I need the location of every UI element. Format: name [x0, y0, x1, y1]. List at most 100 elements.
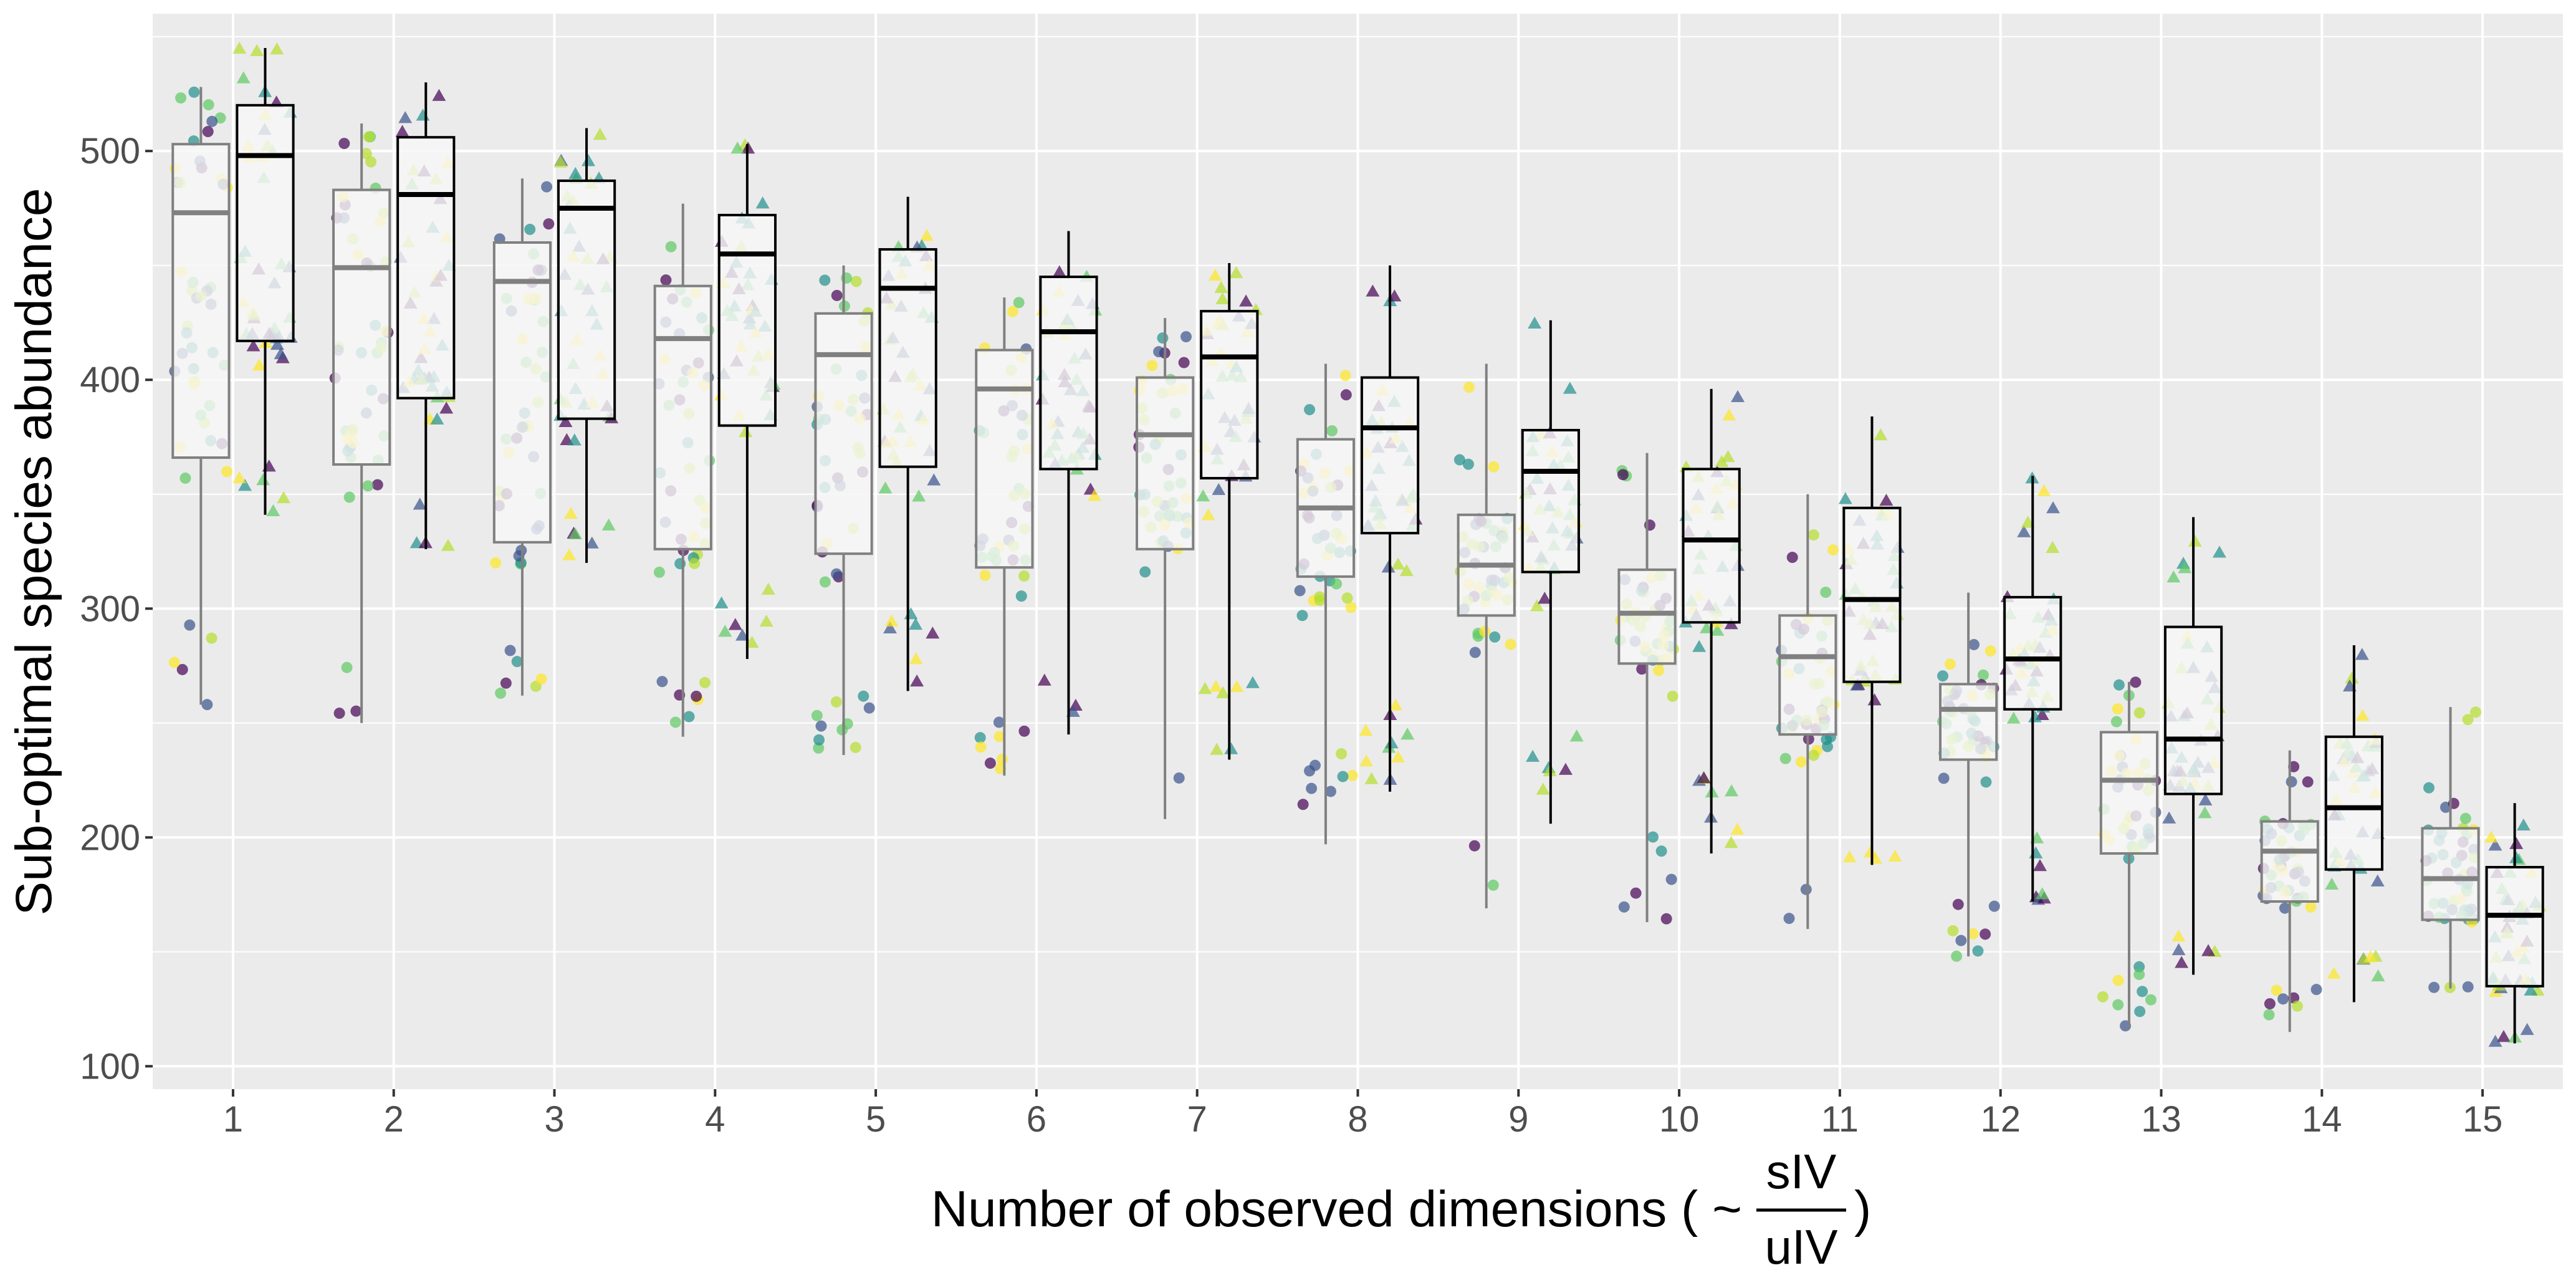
- data-point-circle: [176, 663, 188, 675]
- data-point-triangle: [2488, 1034, 2502, 1047]
- data-point-triangle: [1399, 564, 1414, 577]
- y-tick-label: 200: [80, 817, 140, 858]
- data-point-circle: [1463, 382, 1475, 393]
- data-point-circle: [1808, 529, 1819, 541]
- data-point-triangle: [439, 401, 454, 414]
- data-point-circle: [1336, 748, 1348, 760]
- data-point-circle: [221, 466, 232, 478]
- data-point-circle: [360, 148, 372, 160]
- data-point-triangle: [441, 539, 455, 551]
- box-iqr: [2260, 820, 2319, 903]
- data-point-circle: [819, 274, 831, 286]
- box-plots: [171, 48, 2544, 1044]
- data-point-circle: [1985, 645, 1996, 657]
- data-point-triangle: [2484, 830, 2498, 843]
- data-point-triangle: [2033, 859, 2047, 872]
- data-point-triangle: [2035, 887, 2049, 900]
- data-point-circle: [1786, 552, 1798, 564]
- data-point-circle: [831, 289, 843, 301]
- data-point-triangle: [2516, 818, 2531, 831]
- data-point-circle: [1304, 404, 1316, 416]
- x-tick-label: 9: [1508, 1099, 1528, 1140]
- data-point-circle: [1341, 592, 1353, 604]
- data-point-triangle: [927, 473, 941, 486]
- data-point-triangle: [236, 71, 251, 84]
- data-point-circle: [2291, 1000, 2303, 1012]
- data-point-triangle: [274, 347, 288, 360]
- data-point-triangle: [582, 154, 596, 166]
- data-point-triangle: [1725, 784, 1739, 797]
- data-point-circle: [2112, 999, 2124, 1011]
- data-point-triangle: [1201, 508, 1215, 521]
- data-point-triangle: [1700, 621, 1714, 633]
- data-point-circle: [1660, 913, 1672, 925]
- box-iqr: [2163, 625, 2223, 795]
- x-tick-label: 3: [544, 1099, 564, 1140]
- box-iqr: [975, 348, 1034, 569]
- data-point-triangle: [563, 506, 578, 519]
- data-point-circle: [490, 557, 502, 569]
- data-point-circle: [201, 699, 213, 711]
- data-point-triangle: [270, 337, 284, 350]
- data-point-triangle: [1389, 698, 1403, 711]
- data-point-circle: [1173, 772, 1185, 784]
- data-point-triangle: [562, 548, 577, 560]
- data-point-circle: [1955, 935, 1967, 946]
- data-point-circle: [656, 676, 668, 688]
- data-point-circle: [1947, 925, 1959, 936]
- data-point-triangle: [909, 651, 923, 665]
- box-iqr: [1842, 506, 1902, 683]
- data-point-circle: [1306, 782, 1318, 794]
- box-iqr: [1682, 468, 1741, 624]
- data-point-circle: [1013, 297, 1025, 309]
- data-point-triangle: [1528, 316, 1542, 329]
- data-point-circle: [2459, 812, 2471, 824]
- data-point-circle: [1617, 469, 1629, 481]
- data-point-triangle: [745, 635, 759, 648]
- data-point-circle: [1337, 771, 1349, 782]
- data-point-circle: [2462, 981, 2474, 992]
- data-point-circle: [975, 741, 987, 753]
- data-point-triangle: [2046, 541, 2060, 553]
- data-point-triangle: [1558, 762, 1573, 775]
- data-point-triangle: [2006, 711, 2021, 724]
- y-tick-label: 300: [80, 589, 140, 629]
- data-point-triangle: [567, 433, 582, 446]
- data-point-circle: [974, 732, 986, 744]
- data-point-triangle: [878, 481, 893, 494]
- data-point-circle: [1972, 945, 1984, 957]
- data-point-triangle: [1359, 724, 1373, 736]
- x-axis-title: Number of observed dimensions ( ~: [931, 1181, 1742, 1238]
- data-point-circle: [1153, 346, 1165, 358]
- data-point-circle: [979, 569, 991, 581]
- data-point-circle: [689, 557, 701, 569]
- box-iqr: [717, 213, 777, 427]
- data-point-triangle: [1710, 623, 1725, 636]
- data-point-triangle: [601, 518, 616, 531]
- data-point-circle: [1314, 594, 1326, 606]
- data-point-circle: [2133, 969, 2145, 981]
- box-iqr: [236, 103, 295, 342]
- data-point-circle: [1339, 370, 1351, 382]
- data-point-circle: [984, 757, 996, 769]
- data-point-circle: [2264, 998, 2276, 1010]
- box-iqr: [396, 136, 456, 400]
- data-point-circle: [2423, 782, 2435, 794]
- box-iqr: [332, 188, 391, 466]
- data-point-triangle: [1692, 640, 1707, 652]
- data-point-triangle: [1838, 492, 1852, 504]
- y-axis-title: Sub-optimal species abundance: [6, 188, 62, 916]
- data-point-triangle: [568, 527, 583, 539]
- data-point-circle: [1630, 887, 1642, 899]
- data-point-circle: [1007, 305, 1018, 317]
- data-point-circle: [1453, 454, 1465, 466]
- box-iqr: [171, 143, 231, 459]
- data-point-circle: [996, 753, 1008, 765]
- data-point-circle: [1808, 749, 1819, 761]
- y-axis-ticks: 100 200 300 400 500: [80, 131, 153, 1087]
- box-iqr: [2485, 865, 2544, 988]
- data-point-circle: [1462, 458, 1474, 470]
- data-point-circle: [1309, 759, 1321, 771]
- data-point-triangle: [884, 614, 899, 627]
- data-point-circle: [363, 131, 375, 143]
